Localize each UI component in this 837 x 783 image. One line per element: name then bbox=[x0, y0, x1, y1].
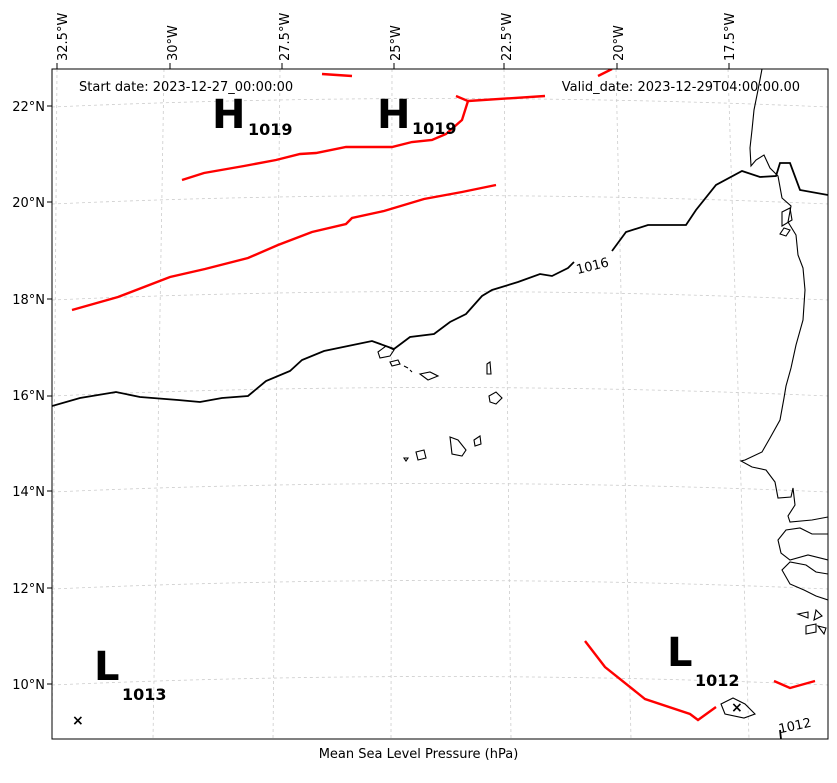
parallel-12n bbox=[52, 580, 828, 590]
red-isobar-bottom-left bbox=[584, 640, 717, 722]
cape-verde-boa-vista bbox=[488, 391, 503, 405]
lat-label-14n: 14°N bbox=[12, 485, 45, 500]
longitude-ticks bbox=[56, 63, 730, 69]
red-isobar-bottom-right bbox=[773, 679, 816, 690]
start-date-label: Start date: 2023-12-27_00:00:00 bbox=[79, 80, 293, 95]
cape-verde-maio bbox=[473, 435, 482, 447]
lat-label-16n: 16°N bbox=[12, 389, 45, 404]
parallel-18n bbox=[52, 291, 828, 301]
africa-coast-south bbox=[777, 527, 828, 601]
low-a-letter: L bbox=[94, 644, 120, 690]
low-b-center-marker: × bbox=[731, 700, 743, 716]
map-frame bbox=[51, 68, 829, 740]
coast-islands-north bbox=[779, 207, 793, 237]
latitude-labels: 22°N 20°N 18°N 16°N 14°N 12°N 10°N bbox=[12, 100, 45, 693]
cape-verde-santa-luzia bbox=[403, 365, 413, 373]
lat-label-20n: 20°N bbox=[12, 196, 45, 211]
parallel-16n bbox=[52, 387, 828, 397]
high-pressure-b: H 1019 bbox=[377, 92, 457, 138]
longitude-labels: 32.5°W 30°W 27.5°W 25°W 22.5°W 20°W 17.5… bbox=[56, 13, 738, 61]
meridian-32-5w bbox=[52, 69, 58, 739]
graticule bbox=[52, 69, 828, 739]
cape-verde-sao-vicente bbox=[389, 359, 401, 367]
lon-label-27-5w: 27.5°W bbox=[278, 13, 293, 61]
latitude-ticks bbox=[47, 105, 52, 685]
high-b-letter: H bbox=[377, 92, 410, 138]
parallel-10n bbox=[52, 676, 828, 686]
meridian-27-5w bbox=[272, 69, 281, 739]
bijagos-islands bbox=[796, 608, 827, 636]
meridian-17-5w bbox=[727, 69, 750, 739]
low-b-value: 1012 bbox=[695, 671, 740, 690]
lon-label-32-5w: 32.5°W bbox=[56, 13, 71, 61]
low-b-letter: L bbox=[667, 630, 693, 676]
cape-verde-sao-nicolau bbox=[418, 371, 440, 381]
low-pressure-b: L 1012 × bbox=[667, 630, 743, 716]
low-pressure-a: L 1013 × bbox=[72, 644, 167, 729]
cape-verde-santiago bbox=[449, 436, 467, 457]
isobar-1016-label: 1016 bbox=[575, 255, 611, 278]
lat-label-10n: 10°N bbox=[12, 678, 45, 693]
sierra-leone-isobar-loop bbox=[720, 697, 756, 719]
red-isobar-top-edge bbox=[321, 72, 353, 78]
lon-label-30w: 30°W bbox=[166, 25, 181, 61]
isobar-1012-line bbox=[779, 729, 782, 739]
high-pressure-a: H 1019 bbox=[212, 92, 293, 139]
high-b-value: 1019 bbox=[412, 119, 457, 138]
low-a-value: 1013 bbox=[122, 685, 167, 704]
parallel-20n bbox=[52, 195, 828, 205]
low-a-center-marker: × bbox=[72, 713, 84, 729]
high-a-value: 1019 bbox=[248, 120, 293, 139]
red-isobars bbox=[71, 69, 816, 722]
cape-verde-brava bbox=[402, 457, 410, 462]
isobar-1016-line bbox=[52, 261, 575, 407]
red-isobar-upper-tail bbox=[467, 94, 546, 103]
lon-label-20w: 20°W bbox=[612, 25, 627, 61]
red-isobar-top-right bbox=[597, 69, 613, 78]
lon-label-17-5w: 17.5°W bbox=[723, 13, 738, 61]
lat-label-22n: 22°N bbox=[12, 100, 45, 115]
meridian-25w bbox=[390, 69, 393, 739]
red-isobar-middle bbox=[71, 183, 497, 312]
isobar-1016-line-east bbox=[611, 162, 828, 252]
cape-verde-fogo bbox=[415, 449, 427, 461]
africa-coast bbox=[739, 69, 828, 523]
lat-label-12n: 12°N bbox=[12, 582, 45, 597]
meridian-20w bbox=[615, 69, 632, 739]
lon-label-22-5w: 22.5°W bbox=[500, 13, 515, 61]
cape-verde-santo-antao bbox=[377, 345, 395, 359]
high-a-letter: H bbox=[212, 92, 245, 138]
parallel-22n bbox=[52, 98, 828, 108]
cape-verde-sal bbox=[486, 361, 492, 375]
coastlines bbox=[377, 69, 828, 719]
meridian-30w bbox=[152, 69, 165, 739]
valid-date-label: Valid_date: 2023-12-29T04:00:00.00 bbox=[562, 80, 800, 95]
lat-label-18n: 18°N bbox=[12, 293, 45, 308]
lon-label-25w: 25°W bbox=[389, 25, 404, 61]
map-caption: Mean Sea Level Pressure (hPa) bbox=[318, 747, 519, 762]
red-isobar-upper-arc bbox=[181, 94, 470, 182]
isobar-1012-label: 1012 bbox=[777, 716, 812, 738]
parallel-14n bbox=[52, 483, 828, 493]
meridian-22-5w bbox=[503, 69, 512, 739]
black-isobars bbox=[52, 162, 828, 739]
